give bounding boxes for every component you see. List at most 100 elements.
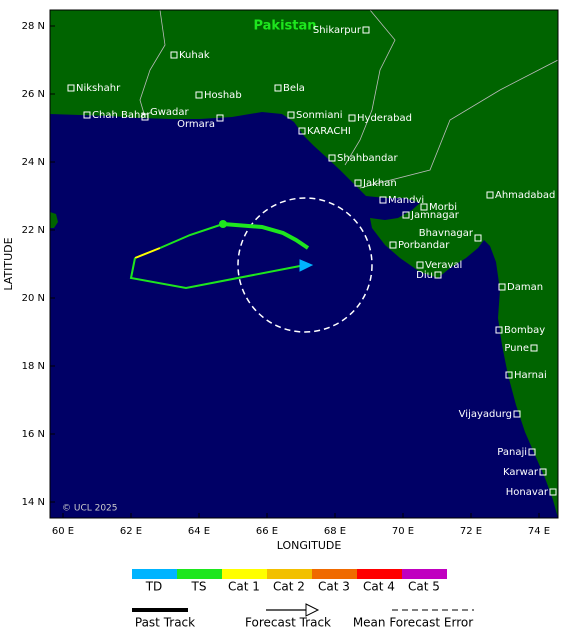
y-tick-label: 14 N (22, 497, 45, 508)
city-marker (195, 91, 203, 99)
city-marker (420, 203, 428, 211)
x-tick-label: 72 E (460, 526, 482, 537)
country-label: Pakistan (253, 19, 316, 34)
x-tick-label: 70 E (392, 526, 414, 537)
forecast-track (129, 257, 301, 290)
city-label: Jakhan (362, 178, 397, 189)
category-swatch (312, 569, 357, 579)
city-label: Honavar (506, 487, 549, 498)
category-swatch (267, 569, 312, 579)
category-label: Cat 4 (363, 580, 395, 594)
city-label: Shikarpur (313, 25, 362, 36)
y-axis-label: LATITUDE (2, 237, 15, 290)
city-marker (505, 371, 513, 379)
city-marker (474, 234, 482, 242)
city-label: Daman (507, 282, 543, 293)
city-label: Nikshahr (76, 83, 121, 94)
city-label: Vijayadurg (459, 409, 512, 420)
city-label: Diu (416, 270, 433, 281)
city-label: KARACHI (307, 126, 351, 137)
x-tick-label: 74 E (528, 526, 550, 537)
city-label: Morbi (429, 202, 457, 213)
x-tick-label: 62 E (120, 526, 142, 537)
y-tick-label: 26 N (22, 89, 45, 100)
city-marker (416, 261, 424, 269)
category-swatch (402, 569, 447, 579)
forecast-arrow-key (305, 603, 320, 617)
y-tick-label: 22 N (22, 225, 45, 236)
y-tick-label: 16 N (22, 429, 45, 440)
city-marker (495, 326, 503, 334)
city-marker (348, 114, 356, 122)
city-label: Jamnagar (410, 210, 460, 221)
past-track (222, 222, 310, 250)
city-marker (486, 191, 494, 199)
city-label: Bombay (504, 325, 545, 336)
legend-label: Mean Forecast Error (353, 616, 473, 630)
city-marker (434, 271, 442, 279)
city-label: Ormara (177, 119, 215, 130)
x-tick-label: 64 E (188, 526, 210, 537)
city-marker (498, 283, 506, 291)
x-tick-label: 66 E (256, 526, 278, 537)
x-tick-label: 60 E (52, 526, 74, 537)
city-marker (530, 344, 538, 352)
city-label: Karwar (503, 467, 539, 478)
x-axis-label: LONGITUDE (277, 539, 342, 552)
category-swatch (132, 569, 177, 579)
border (139, 10, 558, 189)
land (50, 10, 558, 518)
city-marker (141, 113, 149, 121)
category-label: Cat 2 (273, 580, 305, 594)
city-marker (549, 488, 557, 496)
map-frame (49, 9, 559, 519)
city-label: Hyderabad (357, 113, 412, 124)
city-label: Chah Bahar (92, 110, 151, 121)
forecast-track (159, 223, 224, 249)
city-marker (274, 84, 282, 92)
city-marker (362, 26, 370, 34)
city-label: Bhavnagar (419, 228, 474, 239)
y-tick-label: 24 N (22, 157, 45, 168)
forecast-track (134, 247, 161, 259)
city-label: Kuhak (179, 50, 210, 61)
city-marker (328, 154, 336, 162)
category-label: Cat 3 (318, 580, 350, 594)
category-label: Cat 5 (408, 580, 440, 594)
city-marker (379, 196, 387, 204)
city-marker (67, 84, 75, 92)
island (50, 212, 58, 228)
city-marker (402, 211, 410, 219)
category-label: TD (145, 580, 163, 594)
category-label: Cat 1 (228, 580, 260, 594)
city-marker (539, 468, 547, 476)
city-label: Ahmadabad (495, 190, 555, 201)
city-label: Hoshab (204, 90, 242, 101)
current-position (219, 220, 227, 228)
city-marker (354, 179, 362, 187)
city-label: Harnai (514, 370, 547, 381)
city-label: Mandvi (388, 195, 424, 206)
category-swatch (357, 569, 402, 579)
category-label: TS (191, 580, 207, 594)
city-label: Porbandar (398, 240, 450, 251)
city-marker (170, 51, 178, 59)
city-marker (298, 127, 306, 135)
city-label: Bela (283, 83, 305, 94)
city-marker (287, 111, 295, 119)
city-label: Shahbandar (337, 153, 398, 164)
city-marker (83, 111, 91, 119)
city-marker (528, 448, 536, 456)
city-label: Veraval (425, 260, 462, 271)
city-label: Sonmiani (296, 110, 343, 121)
legend-label: Forecast Track (245, 616, 331, 630)
copyright: © UCL 2025 (62, 504, 118, 514)
city-label: Panaji (497, 447, 527, 458)
city-label: Gwadar (150, 107, 190, 118)
y-tick-label: 18 N (22, 361, 45, 372)
y-tick-label: 20 N (22, 293, 45, 304)
city-marker (216, 114, 224, 122)
city-marker (389, 241, 397, 249)
city-label: Pune (504, 343, 529, 354)
